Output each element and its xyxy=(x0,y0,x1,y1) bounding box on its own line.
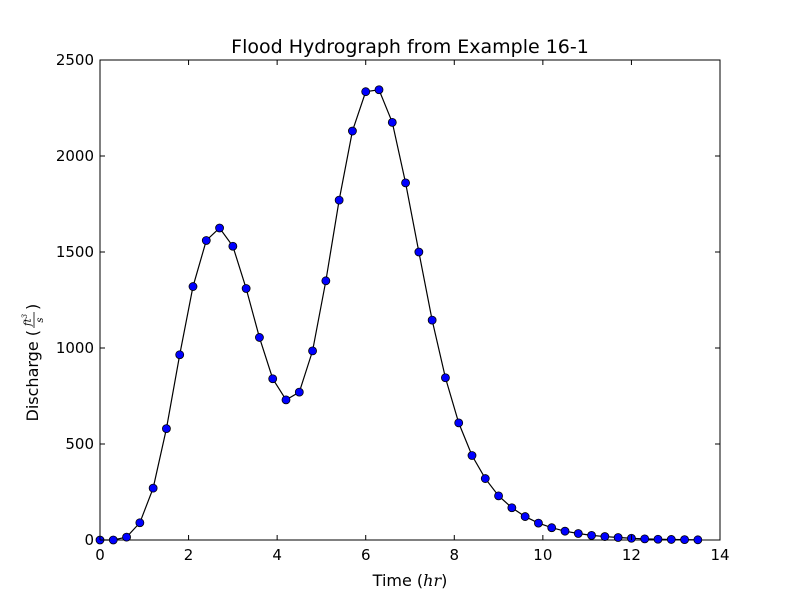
data-point xyxy=(387,118,397,127)
x-axis-ticks: 0 2 4 6 8 10 12 14 xyxy=(95,60,730,564)
data-point xyxy=(534,518,543,528)
y-tick-label: 2500 xyxy=(56,51,94,69)
data-point xyxy=(587,530,596,540)
y-axis-label-num: ft xyxy=(23,317,34,327)
data-point xyxy=(348,126,357,136)
y-tick-label: 500 xyxy=(65,435,94,453)
plot-area xyxy=(99,59,721,541)
x-tick-label: 0 xyxy=(95,546,105,564)
data-point xyxy=(201,236,211,245)
data-point xyxy=(454,418,464,428)
data-point xyxy=(441,373,450,383)
data-point xyxy=(122,532,131,542)
y-tick-label: 1000 xyxy=(56,339,94,357)
y-axis-label-numerator: ft3 xyxy=(21,313,34,327)
data-series xyxy=(95,85,703,545)
chart-title: Flood Hydrograph from Example 16-1 xyxy=(231,36,589,58)
data-point xyxy=(361,87,371,97)
data-point xyxy=(308,346,317,356)
x-axis-label-prefix: Time ( xyxy=(372,571,423,590)
data-point xyxy=(693,535,703,545)
y-axis-label-suffix: ) xyxy=(23,304,42,310)
data-point xyxy=(255,333,264,342)
data-point xyxy=(467,451,477,460)
data-point xyxy=(480,474,490,483)
y-axis-label-denominator: s xyxy=(35,317,46,322)
data-point xyxy=(334,195,344,205)
x-axis-label-suffix: ) xyxy=(441,571,447,590)
y-axis-label: Discharge ( ft3 s ) xyxy=(21,304,46,422)
data-point xyxy=(653,534,663,544)
data-point xyxy=(573,529,583,538)
data-point xyxy=(613,533,623,542)
data-point xyxy=(281,395,291,405)
data-point xyxy=(175,350,185,360)
data-point xyxy=(268,374,278,384)
y-axis-label-prefix: Discharge ( xyxy=(23,330,42,421)
data-point xyxy=(640,534,650,544)
x-axis-label: Time (hr) xyxy=(372,571,448,590)
y-tick-label: 2000 xyxy=(56,147,94,165)
y-tick-label: 0 xyxy=(84,531,94,549)
data-point xyxy=(108,535,118,545)
data-point xyxy=(321,276,331,286)
y-axis-label-exp: 3 xyxy=(21,313,29,318)
data-point xyxy=(215,223,224,233)
data-point xyxy=(294,387,304,397)
x-tick-label: 10 xyxy=(533,546,552,564)
data-point xyxy=(427,315,437,325)
y-axis-ticks: 0 500 1000 1500 2000 2500 xyxy=(56,51,720,549)
data-point xyxy=(148,483,158,493)
x-tick-label: 4 xyxy=(272,546,282,564)
data-point xyxy=(135,518,145,528)
x-tick-label: 12 xyxy=(622,546,641,564)
x-axis-label-math: hr xyxy=(423,571,442,590)
plot-frame xyxy=(99,59,721,541)
data-point xyxy=(228,241,238,251)
x-tick-label: 2 xyxy=(184,546,194,564)
data-point xyxy=(520,512,530,521)
y-tick-label: 1500 xyxy=(56,243,94,261)
data-point xyxy=(188,282,198,291)
data-point xyxy=(680,535,689,545)
data-point xyxy=(666,535,676,544)
x-tick-label: 6 xyxy=(361,546,371,564)
data-point xyxy=(162,424,171,434)
x-tick-label: 14 xyxy=(710,546,729,564)
data-point xyxy=(547,523,557,533)
data-point xyxy=(560,526,570,536)
data-point xyxy=(374,85,384,95)
x-tick-label: 8 xyxy=(450,546,460,564)
series-line xyxy=(100,89,698,541)
data-point xyxy=(600,532,610,541)
data-point xyxy=(507,503,517,513)
data-point xyxy=(241,284,251,293)
data-point xyxy=(414,247,424,257)
data-point xyxy=(401,178,410,188)
data-point xyxy=(494,491,503,501)
